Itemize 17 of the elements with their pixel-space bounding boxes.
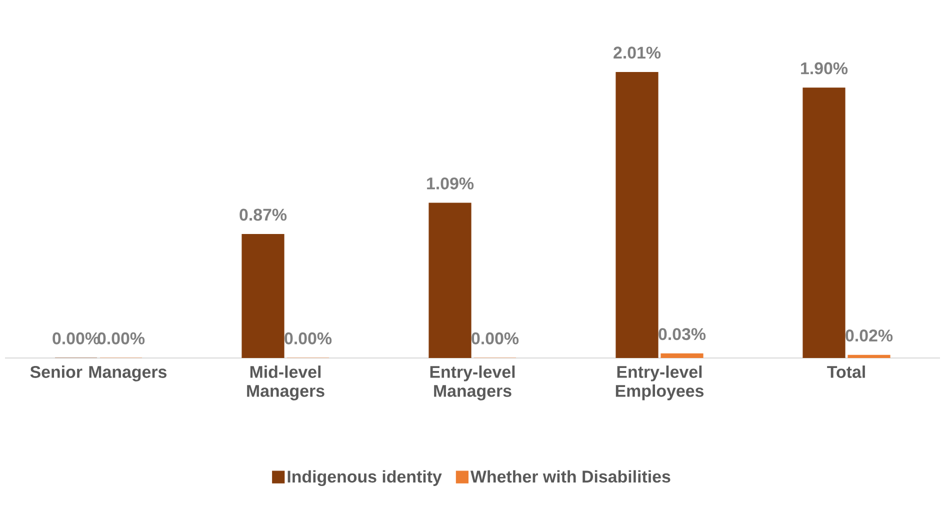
x-tick-label: Entry-level Employees [616, 366, 704, 400]
data-label: 1.09% [427, 177, 474, 190]
x-tick-label: Senior Managers [30, 366, 166, 382]
x-tick-label: Entry-level Managers [430, 366, 515, 400]
x-tick-label: Mid-level Managers [247, 366, 324, 400]
legend-label: Whether with Disabilities [470, 470, 670, 483]
data-label: 0.02% [846, 330, 893, 342]
x-tick-label: Total [827, 366, 865, 378]
data-label: 2.01% [614, 46, 661, 59]
data-label: 0.00% [284, 332, 332, 344]
data-label: 0.87% [240, 208, 287, 221]
legend-label: Indigenous identity [288, 470, 442, 486]
data-label: 0.00% [98, 332, 145, 344]
data-label: 0.00% [472, 332, 519, 344]
data-label: 1.90% [801, 62, 848, 74]
data-label: 0.03% [658, 328, 706, 340]
data-label: 0.00% [52, 332, 100, 344]
